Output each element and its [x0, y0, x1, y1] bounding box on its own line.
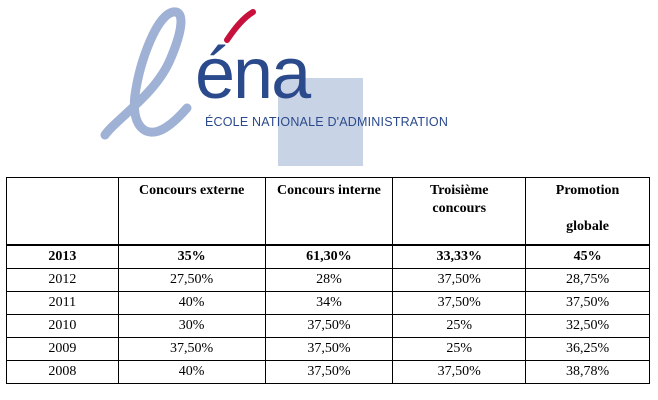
cell-troisieme: 33,33% — [392, 244, 527, 269]
table-row: 2010 30% 37,50% 25% 32,50% — [6, 314, 650, 338]
table-header-row: Concours externe Concours interne Troisi… — [6, 177, 650, 246]
header-promotion-line1: Promotion — [555, 183, 620, 198]
row-year: 2008 — [6, 360, 119, 384]
cell-promotion: 45% — [525, 244, 650, 269]
cell-interne: 28% — [264, 268, 394, 292]
table-row: 2008 40% 37,50% 37,50% 38,78% — [6, 360, 650, 384]
cell-troisieme: 37,50% — [392, 291, 527, 315]
cell-interne: 34% — [264, 291, 394, 315]
cell-externe: 40% — [117, 291, 266, 315]
row-year: 2013 — [6, 244, 119, 269]
cell-externe: 40% — [117, 360, 266, 384]
cell-promotion: 37,50% — [525, 291, 650, 315]
row-year: 2010 — [6, 314, 119, 338]
table-row: 2013 35% 61,30% 33,33% 45% — [6, 244, 650, 269]
cell-interne: 37,50% — [264, 360, 394, 384]
header-troisieme-concours: Troisième concours — [392, 177, 527, 246]
cell-promotion: 28,75% — [525, 268, 650, 292]
header-concours-interne: Concours interne — [264, 177, 394, 246]
cell-interne: 61,30% — [264, 244, 394, 269]
ena-logo: éna ÉCOLE NATIONALE D'ADMINISTRATION — [95, 0, 448, 170]
logo-wordmark: éna — [195, 34, 311, 114]
cell-externe: 30% — [117, 314, 266, 338]
header-troisieme-line2: concours — [432, 201, 487, 216]
cell-externe: 35% — [117, 244, 266, 269]
cell-troisieme: 37,50% — [392, 268, 527, 292]
cell-externe: 27,50% — [117, 268, 266, 292]
table-row: 2009 37,50% 37,50% 25% 36,25% — [6, 337, 650, 361]
cell-interne: 37,50% — [264, 314, 394, 338]
accent-mark-icon — [224, 9, 256, 43]
row-year: 2009 — [6, 337, 119, 361]
cell-interne: 37,50% — [264, 337, 394, 361]
cell-troisieme: 25% — [392, 337, 527, 361]
header-promotion-line2: globale — [566, 219, 609, 234]
logo-subtitle: ÉCOLE NATIONALE D'ADMINISTRATION — [205, 115, 449, 129]
row-year: 2012 — [6, 268, 119, 292]
header-troisieme-line1: Troisième — [429, 183, 489, 198]
results-table: Concours externe Concours interne Troisi… — [6, 177, 650, 384]
logo-script-l-icon — [100, 7, 256, 140]
header-promotion-globale: Promotion globale — [525, 177, 650, 246]
cell-promotion: 32,50% — [525, 314, 650, 338]
cell-promotion: 36,25% — [525, 337, 650, 361]
table-row: 2011 40% 34% 37,50% 37,50% — [6, 291, 650, 315]
cell-troisieme: 25% — [392, 314, 527, 338]
header-blank — [6, 177, 119, 246]
cell-promotion: 38,78% — [525, 360, 650, 384]
logo-background-block — [278, 78, 363, 166]
cell-troisieme: 37,50% — [392, 360, 527, 384]
row-year: 2011 — [6, 291, 119, 315]
cell-externe: 37,50% — [117, 337, 266, 361]
header-concours-externe: Concours externe — [117, 177, 266, 246]
table-row: 2012 27,50% 28% 37,50% 28,75% — [6, 268, 650, 292]
